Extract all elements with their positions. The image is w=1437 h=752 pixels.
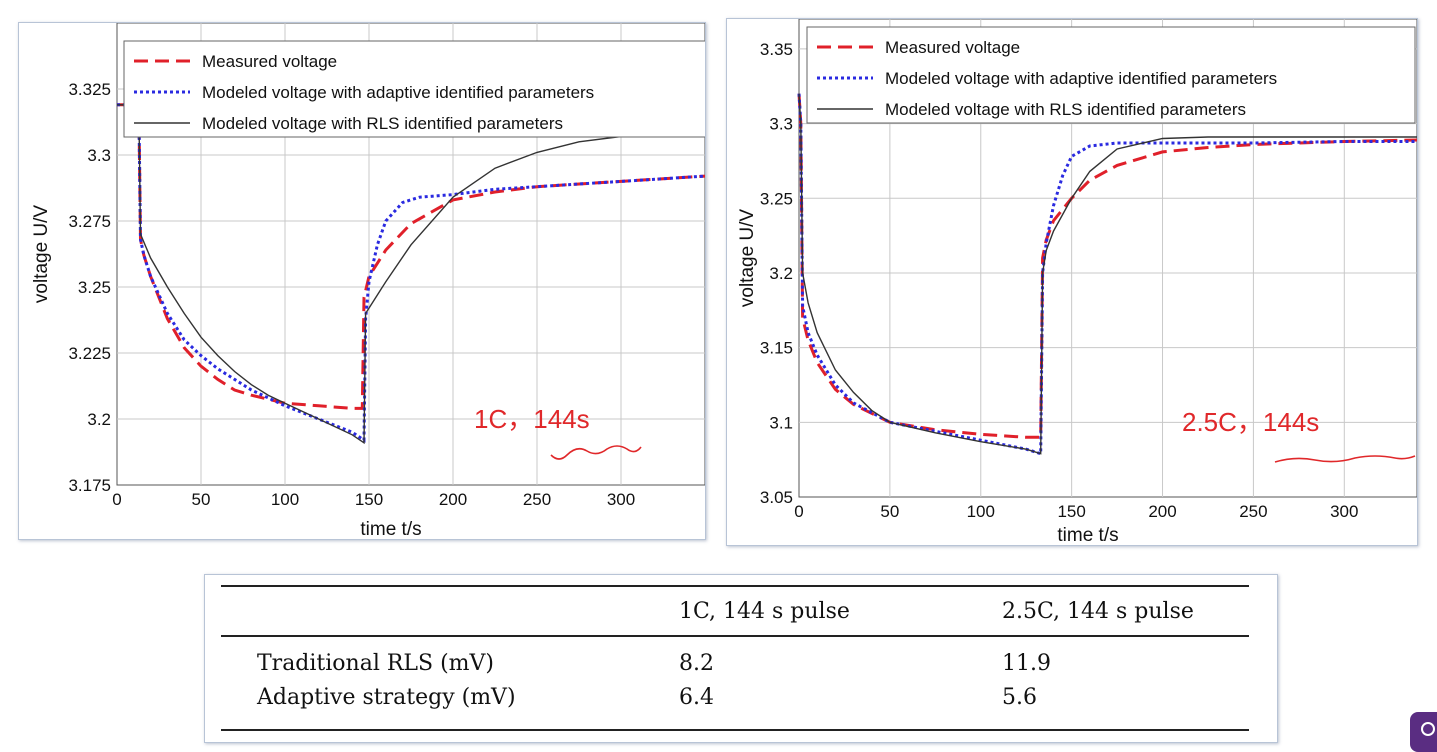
legend-label-0: Measured voltage (202, 52, 337, 71)
table-col-header-2-5c: 2.5C, 144 s pulse (1002, 599, 1194, 624)
y-tick-label: 3.325 (68, 80, 111, 99)
y-tick-label: 3.175 (68, 476, 111, 495)
y-tick-label: 3.05 (760, 488, 793, 507)
x-tick-label: 300 (607, 490, 635, 509)
table-cell-adaptive-1c: 6.4 (679, 685, 714, 710)
x-tick-label: 0 (794, 502, 803, 521)
rmse-table: 1C, 144 s pulse 2.5C, 144 s pulse Tradit… (204, 574, 1278, 743)
x-tick-label: 300 (1330, 502, 1358, 521)
legend-label-0: Measured voltage (885, 38, 1020, 57)
legend-box (123, 40, 707, 138)
y-tick-label: 3.25 (78, 278, 111, 297)
y-axis-label: voltage U/V (31, 205, 52, 304)
table-bottom-rule (221, 729, 1249, 731)
x-tick-label: 250 (523, 490, 551, 509)
legend-label-2: Modeled voltage with RLS identified para… (885, 100, 1246, 119)
chart-2-5c: 0 50 100 150 200 250 300 3.05 3.1 3.15 3.2 3.25 3.3 3… (737, 18, 1418, 546)
x-tick-label: 100 (271, 490, 299, 509)
x-tick-label: 150 (1057, 502, 1085, 521)
legend-box (806, 26, 1416, 124)
table-cell-rls-1c: 8.2 (679, 651, 714, 676)
table-col-header-1c: 1C, 144 s pulse (679, 599, 850, 624)
series-line-2 (117, 104, 706, 445)
y-tick-label: 3.3 (87, 146, 111, 165)
x-axis-label: time t/s (360, 519, 421, 539)
x-tick-label: 50 (192, 490, 211, 509)
legend-label-2: Modeled voltage with RLS identified para… (202, 114, 563, 133)
table-row-label-rls: Traditional RLS (mV) (257, 651, 495, 676)
y-tick-label: 3.2 (87, 410, 111, 429)
x-tick-label: 0 (112, 490, 121, 509)
series-line-2 (798, 93, 1417, 455)
series-line-1 (797, 93, 1417, 456)
app-logo-icon (1410, 712, 1437, 752)
x-tick-label: 100 (967, 502, 995, 521)
y-axis-label: voltage U/V (737, 209, 758, 308)
y-tick-label: 3.1 (769, 413, 793, 432)
chart-panel-1c: 0 50 100 150 200 250 300 3.175 3.2 3.225 3.25 3.275… (18, 22, 707, 540)
y-tick-label: 3.15 (760, 339, 793, 358)
x-tick-label: 200 (439, 490, 467, 509)
annotation-label: 1C，144s (474, 404, 590, 434)
table-top-rule (221, 585, 1249, 587)
y-tick-label: 3.225 (68, 344, 111, 363)
annotation-underline (1274, 455, 1416, 463)
table-cell-adaptive-2-5c: 5.6 (1002, 685, 1037, 710)
y-tick-label: 3.3 (769, 115, 793, 134)
series-line-1 (117, 103, 706, 443)
annotation-underline (550, 445, 642, 460)
series-line-0 (797, 93, 1418, 439)
x-tick-label: 50 (880, 502, 899, 521)
x-tick-label: 150 (355, 490, 383, 509)
y-tick-label: 3.35 (760, 40, 793, 59)
table-cell-rls-2-5c: 11.9 (1002, 651, 1051, 676)
table-row-label-adaptive: Adaptive strategy (mV) (257, 685, 516, 710)
table-header-rule (221, 635, 1249, 637)
legend-label-1: Modeled voltage with adaptive identified… (202, 83, 594, 102)
legend-label-1: Modeled voltage with adaptive identified… (885, 69, 1277, 88)
x-axis-label: time t/s (1057, 525, 1118, 545)
x-tick-label: 250 (1239, 502, 1267, 521)
y-tick-label: 3.275 (68, 212, 111, 231)
x-tick-label: 200 (1148, 502, 1176, 521)
y-tick-label: 3.2 (769, 264, 793, 283)
chart-1c: 0 50 100 150 200 250 300 3.175 3.2 3.225 3.25 3.275… (31, 22, 707, 540)
y-tick-label: 3.25 (760, 189, 793, 208)
annotation-label: 2.5C，144s (1182, 407, 1319, 437)
chart-panel-2-5c: 0 50 100 150 200 250 300 3.05 3.1 3.15 3.2 3.25 3.3 3… (726, 18, 1418, 546)
